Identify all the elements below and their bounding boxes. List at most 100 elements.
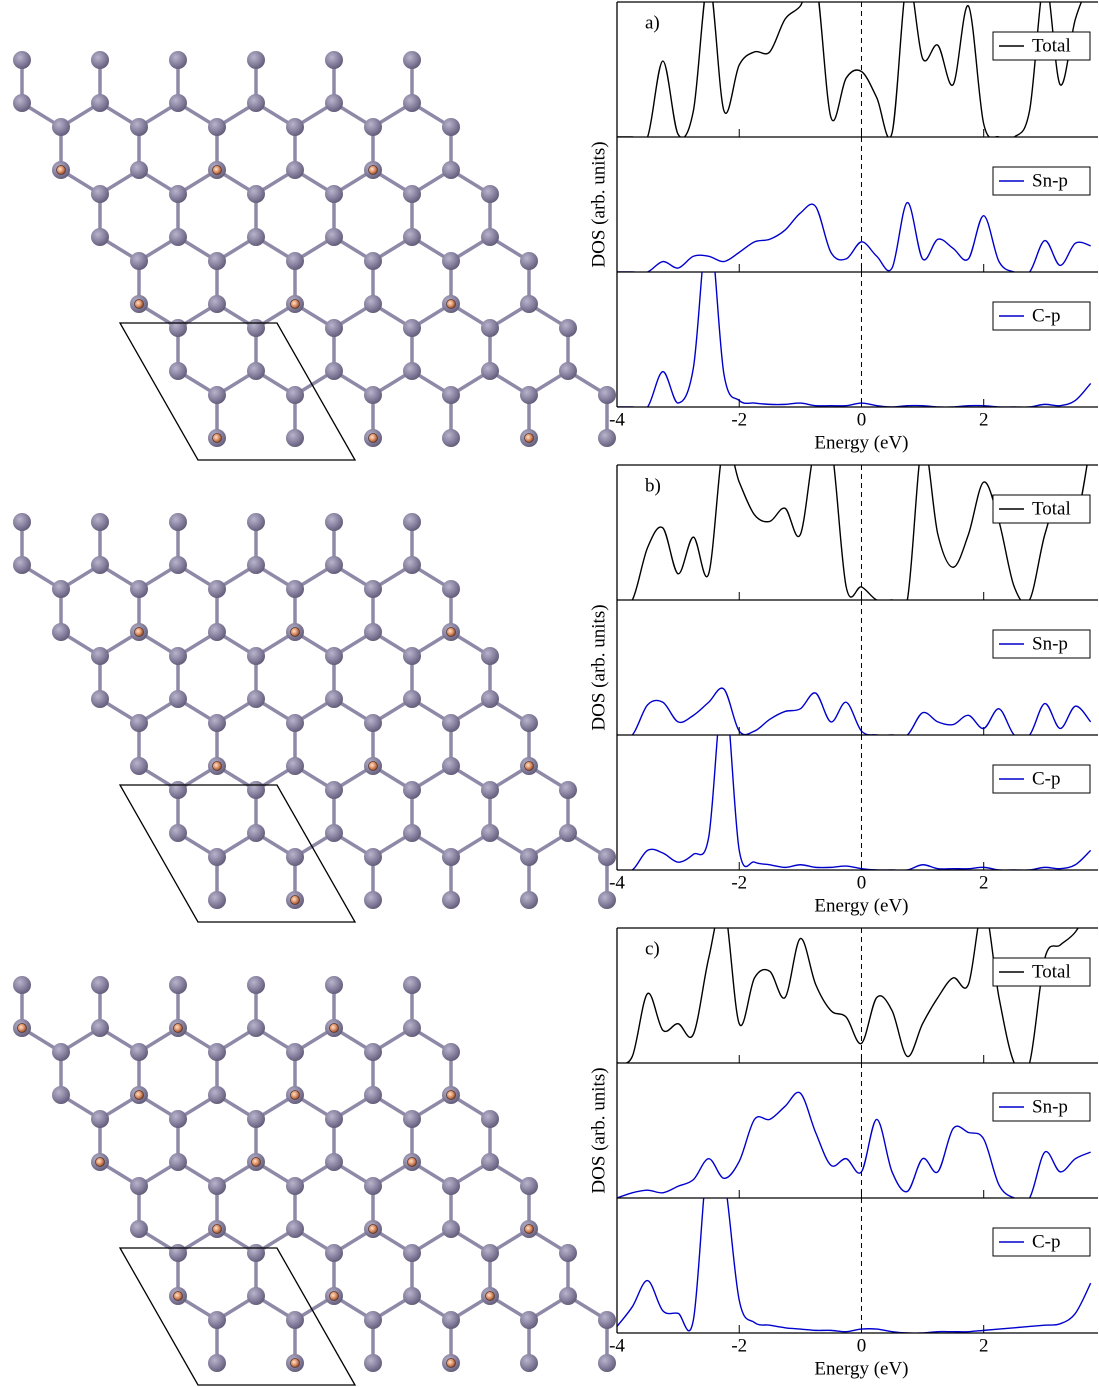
atom <box>13 94 31 112</box>
atom <box>208 1043 226 1061</box>
x-tick-label: -2 <box>731 409 747 430</box>
dopant <box>213 1225 222 1234</box>
dopant <box>213 434 222 443</box>
atom <box>442 1043 460 1061</box>
legend-label: Sn-p <box>1032 633 1068 654</box>
dopant <box>369 166 378 175</box>
legend-label: C-p <box>1032 305 1061 326</box>
dopant <box>291 300 300 309</box>
atom <box>598 1311 616 1329</box>
atom <box>13 556 31 574</box>
atom <box>52 1043 70 1061</box>
atom <box>169 51 187 69</box>
atom <box>403 647 421 665</box>
atom <box>364 118 382 136</box>
dopant <box>447 1091 456 1100</box>
atom <box>91 513 109 531</box>
atom <box>325 51 343 69</box>
atom <box>520 714 538 732</box>
atom <box>208 580 226 598</box>
dopant <box>135 628 144 637</box>
atom <box>286 386 304 404</box>
y-axis-label: DOS (arb. units) <box>588 604 609 730</box>
atom <box>403 94 421 112</box>
atom <box>13 51 31 69</box>
unit-cell <box>120 785 355 922</box>
atom <box>559 824 577 842</box>
x-tick-label: -2 <box>731 1335 747 1356</box>
atom <box>442 891 460 909</box>
atom <box>247 647 265 665</box>
atom <box>286 1311 304 1329</box>
x-tick-label: -4 <box>609 872 625 893</box>
atom <box>208 295 226 313</box>
atom <box>520 386 538 404</box>
atom <box>364 1177 382 1195</box>
legend-label: Total <box>1032 35 1071 56</box>
atom <box>481 1244 499 1262</box>
x-axis-label: Energy (eV) <box>814 1358 908 1379</box>
dopant <box>447 628 456 637</box>
atom <box>559 319 577 337</box>
atom <box>169 1244 187 1262</box>
atom <box>169 513 187 531</box>
atom <box>364 1311 382 1329</box>
atom <box>325 781 343 799</box>
dopant <box>525 434 534 443</box>
dopant <box>213 166 222 175</box>
atom <box>442 714 460 732</box>
structure <box>13 51 616 460</box>
atom <box>208 1086 226 1104</box>
atom <box>325 1153 343 1171</box>
atom <box>559 362 577 380</box>
atom <box>91 690 109 708</box>
atom <box>403 1110 421 1128</box>
atom <box>130 757 148 775</box>
dopant <box>252 1158 261 1167</box>
atom <box>208 252 226 270</box>
dopant <box>57 166 66 175</box>
atom <box>130 714 148 732</box>
dopant <box>369 1225 378 1234</box>
atom <box>481 690 499 708</box>
atom <box>91 976 109 994</box>
atom <box>208 848 226 866</box>
atom <box>442 118 460 136</box>
atom <box>403 51 421 69</box>
atom <box>403 824 421 842</box>
atom <box>169 690 187 708</box>
dopant <box>369 434 378 443</box>
dos-chart: TotalSn-pC-pc)-4-202Energy (eV)DOS (arb.… <box>588 904 1098 1379</box>
atom <box>481 185 499 203</box>
atom <box>130 252 148 270</box>
atom <box>247 1287 265 1305</box>
atom <box>325 1244 343 1262</box>
dopant <box>291 628 300 637</box>
atom <box>364 623 382 641</box>
x-tick-label: 2 <box>979 1335 989 1356</box>
x-tick-label: -4 <box>609 1335 625 1356</box>
atom <box>520 1311 538 1329</box>
dopant <box>369 762 378 771</box>
atom <box>520 848 538 866</box>
dopant <box>291 896 300 905</box>
bonds <box>22 60 607 438</box>
x-tick-label: 0 <box>857 1335 867 1356</box>
atom <box>247 228 265 246</box>
atom <box>403 690 421 708</box>
atom <box>286 1177 304 1195</box>
dopant <box>174 1292 183 1301</box>
dos-line <box>617 904 1091 1074</box>
atom <box>208 1354 226 1372</box>
dopant <box>96 1158 105 1167</box>
atom <box>403 513 421 531</box>
atom <box>52 118 70 136</box>
atom <box>442 252 460 270</box>
atom <box>325 513 343 531</box>
atom <box>247 513 265 531</box>
panel-label: a) <box>645 12 660 33</box>
atom <box>247 1244 265 1262</box>
atom <box>442 757 460 775</box>
atom <box>325 1110 343 1128</box>
atom <box>130 161 148 179</box>
